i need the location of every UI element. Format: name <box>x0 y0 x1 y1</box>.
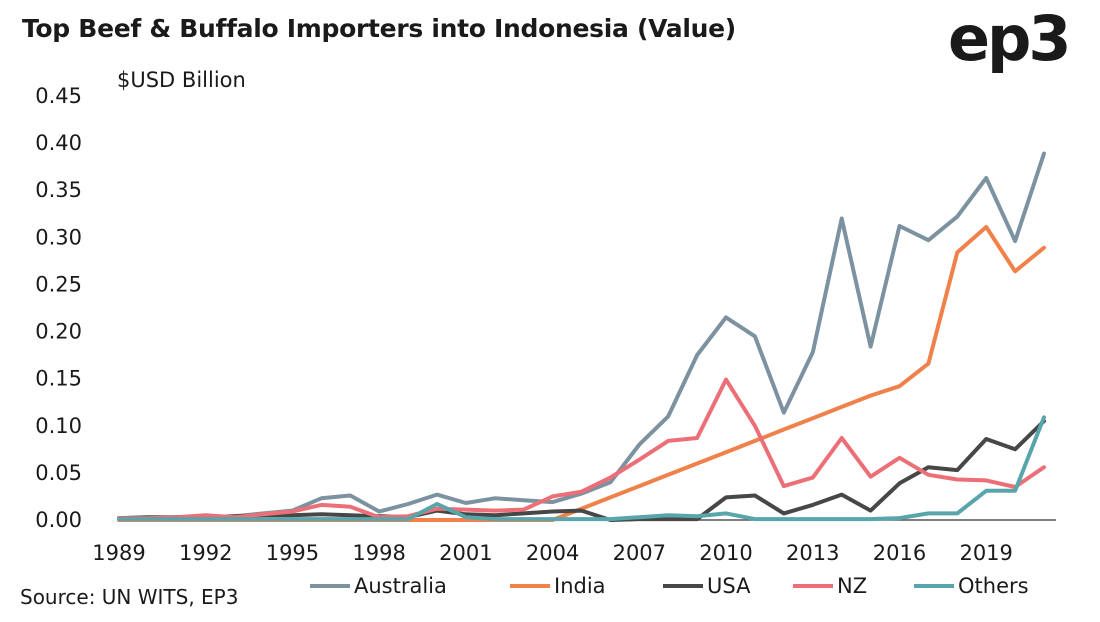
y-tick-label: 0.25 <box>35 272 82 296</box>
x-tick-label: 2004 <box>526 541 579 565</box>
y-tick-label: 0.00 <box>35 508 82 532</box>
x-tick-label: 2013 <box>786 541 839 565</box>
y-tick-label: 0.35 <box>35 178 82 202</box>
legend-label-india: India <box>554 574 606 598</box>
series-line-usa <box>117 419 1046 522</box>
y-tick-label: 0.15 <box>35 367 82 391</box>
legend-label-usa: USA <box>707 574 751 598</box>
y-tick-label: 0.30 <box>35 225 82 249</box>
x-tick-label: 2010 <box>699 541 752 565</box>
legend: Australia India USA NZ Others <box>310 574 1029 598</box>
x-tick-label: 1998 <box>352 541 405 565</box>
y-tick-label: 0.10 <box>35 414 82 438</box>
x-tick-label: 1995 <box>266 541 319 565</box>
y-axis-label: $USD Billion <box>117 68 246 92</box>
x-tick-label: 2007 <box>613 541 666 565</box>
y-tick-label: 0.05 <box>35 461 82 485</box>
y-axis-ticks: 0.00 0.05 0.10 0.15 0.20 0.25 0.30 0.35 0.40 0.45 <box>35 84 82 532</box>
legend-label-others: Others <box>958 574 1029 598</box>
x-axis-ticks: 1989 1992 1995 1998 2001 2004 2007 2010 2013 2016… <box>92 541 1013 565</box>
x-tick-label: 2016 <box>873 541 926 565</box>
y-tick-label: 0.40 <box>35 131 82 155</box>
y-tick-label: 0.45 <box>35 84 82 108</box>
y-tick-label: 0.20 <box>35 320 82 344</box>
series-lines <box>117 151 1046 522</box>
legend-label-nz: NZ <box>837 574 867 598</box>
series-line-nz <box>117 377 1046 521</box>
ep3-logo: ep3 <box>948 2 1072 75</box>
chart-title: Top Beef & Buffalo Importers into Indone… <box>22 14 736 43</box>
x-tick-label: 2019 <box>959 541 1012 565</box>
source-note: Source: UN WITS, EP3 <box>20 585 239 609</box>
legend-label-australia: Australia <box>354 574 447 598</box>
series-line-india <box>117 225 1046 522</box>
x-tick-label: 1989 <box>92 541 145 565</box>
x-tick-label: 2001 <box>439 541 492 565</box>
series-line-others <box>117 415 1046 522</box>
x-tick-label: 1992 <box>179 541 232 565</box>
